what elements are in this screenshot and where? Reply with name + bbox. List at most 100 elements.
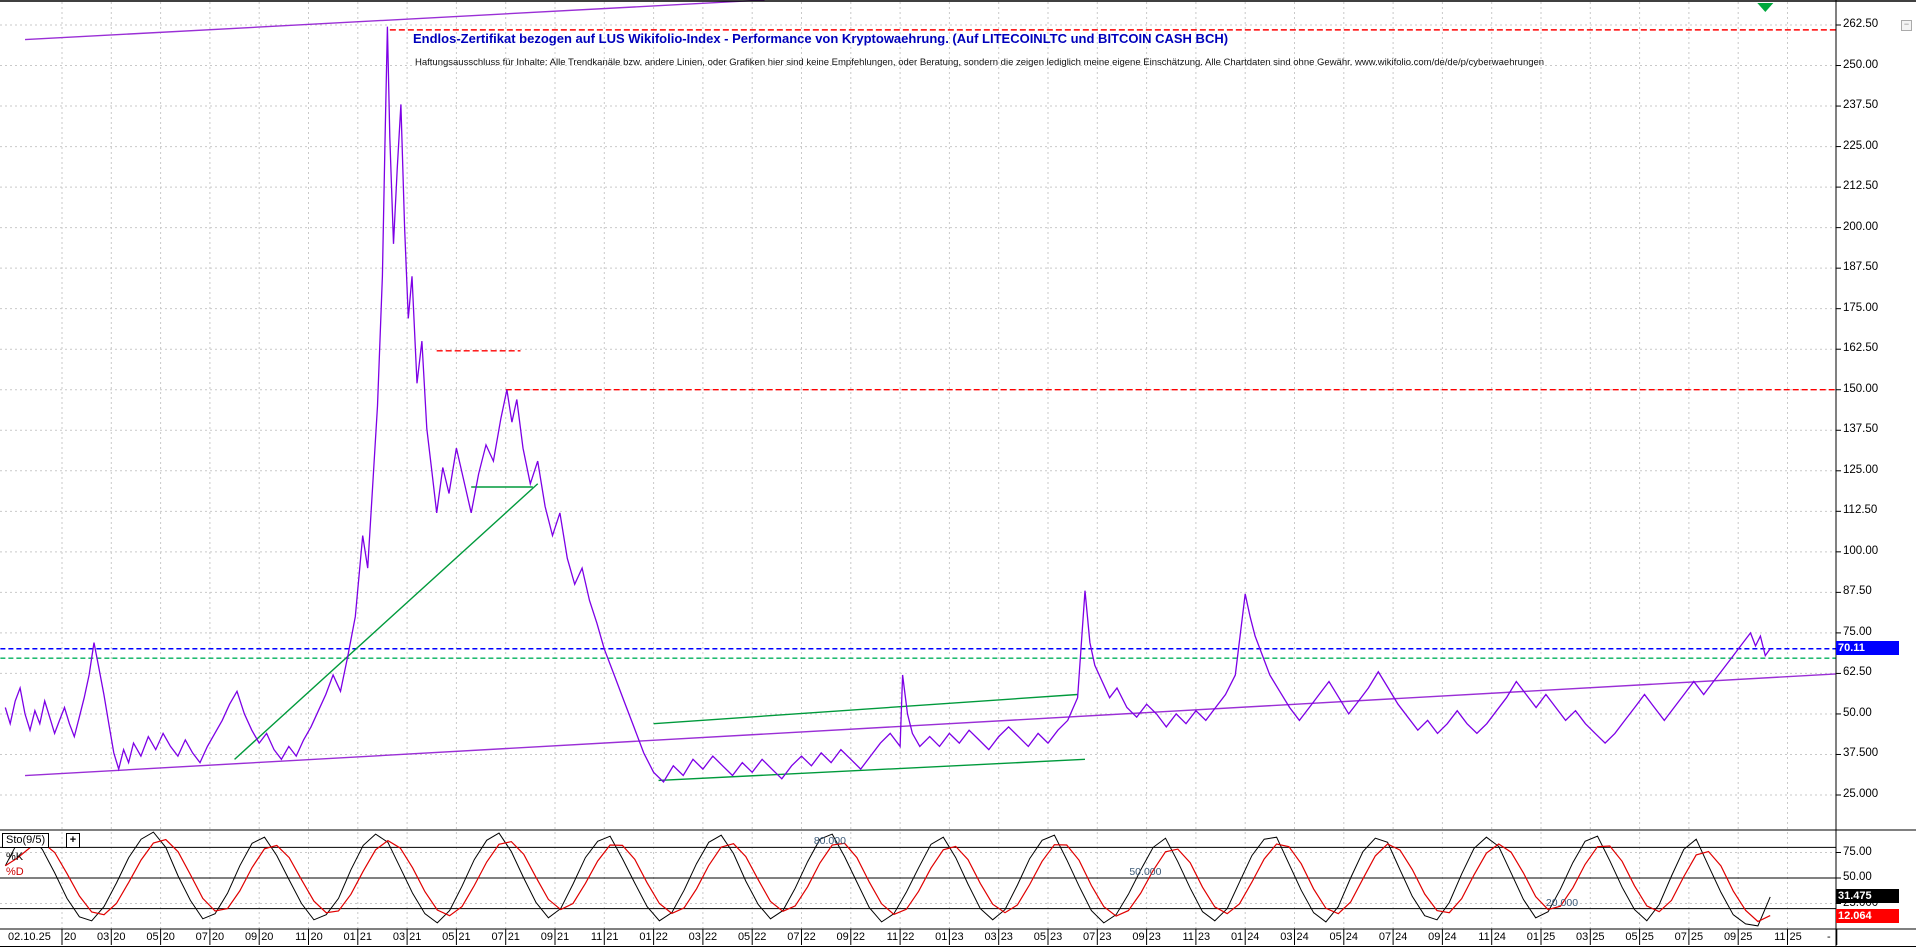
x-axis-year-label: 22 xyxy=(754,931,767,943)
x-axis-year-label: 20 xyxy=(113,931,126,943)
x-axis-year-label: 21 xyxy=(557,931,570,943)
y-axis-label: 262.50 xyxy=(1843,18,1879,30)
x-axis-month-label: 05 xyxy=(1329,931,1342,943)
y-axis-label: 200.00 xyxy=(1843,220,1879,233)
y-axis-label: 62.50 xyxy=(1843,666,1872,679)
stochastic-d-value-tag: 12.064 xyxy=(1836,908,1899,923)
x-axis-year-label: 25 xyxy=(1789,931,1802,943)
x-axis-month-label: 03 xyxy=(984,931,997,943)
x-axis-year-label: 21 xyxy=(458,931,471,943)
y-axis-label: 75.00 xyxy=(1843,625,1872,638)
stoch-level-label: 20.000 xyxy=(1545,896,1579,909)
x-axis-year-label: 20 xyxy=(162,931,175,943)
x-axis-month-label: 03 xyxy=(392,931,406,943)
x-axis-month-label: 11 xyxy=(295,931,307,943)
x-axis-month-label: 01 xyxy=(1230,931,1244,943)
x-axis-month-label: 11 xyxy=(886,931,899,943)
x-axis-year-label: 21 xyxy=(606,931,619,943)
y-axis-label: 100.00 xyxy=(1843,544,1879,557)
stoch-axis-label: 75.00 xyxy=(1843,845,1872,858)
y-axis-label: 50.00 xyxy=(1843,706,1872,719)
add-indicator-button[interactable]: + xyxy=(66,833,80,848)
x-axis-year-label: 24 xyxy=(1493,931,1506,943)
x-axis-year-label: 24 xyxy=(1345,931,1359,943)
x-axis-year-label: 20 xyxy=(211,931,225,943)
x-axis-month-label: 09 xyxy=(1132,931,1145,943)
x-axis-year-label: 23 xyxy=(1099,931,1112,943)
x-axis-year-label: 20 xyxy=(64,931,77,943)
x-axis-year-label: 23 xyxy=(1050,931,1063,943)
x-axis-month-label: 03 xyxy=(97,931,110,943)
x-axis-year-label: 25 xyxy=(1592,931,1605,943)
x-axis-month-label: 07 xyxy=(1674,931,1687,943)
x-axis-year-label: 21 xyxy=(409,931,422,943)
x-axis-year-label: 25 xyxy=(1543,931,1556,943)
y-axis-label: 25.000 xyxy=(1843,788,1879,800)
x-axis-year-label: 23 xyxy=(1000,931,1013,943)
x-axis-year-label: 25 xyxy=(1641,931,1654,943)
x-axis-year-label: 22 xyxy=(902,931,915,943)
stochastic-d-legend: %D xyxy=(6,866,24,878)
x-axis-start-date: 02.10.25 xyxy=(8,931,51,943)
x-axis-month-label: 09 xyxy=(1428,931,1441,943)
green-mid-channel-upper-line xyxy=(653,693,1078,725)
stoch-axis-label: 50.00 xyxy=(1843,871,1872,883)
x-axis-month-label: 07 xyxy=(1378,931,1392,943)
y-axis-label: 125.00 xyxy=(1843,463,1879,476)
event-marker-triangle-icon xyxy=(1757,3,1774,12)
x-axis-month-label: 09 xyxy=(540,931,553,943)
x-axis-month-label: 05 xyxy=(442,931,455,943)
x-axis-month-label: 11 xyxy=(1774,931,1786,943)
x-axis-month-label: 01 xyxy=(1526,931,1539,943)
x-axis-month-label: 05 xyxy=(1625,931,1638,943)
x-axis-month-label: 05 xyxy=(146,931,159,943)
y-axis-label: 112.50 xyxy=(1843,504,1878,517)
green-uptrend-2020-21-line xyxy=(234,483,539,760)
x-axis-month-label: 09 xyxy=(836,931,849,943)
y-axis-label: 237.50 xyxy=(1843,99,1879,112)
y-axis-label: 187.50 xyxy=(1843,261,1879,274)
x-axis-month-label: 09 xyxy=(1723,931,1737,943)
y-axis-label: 162.50 xyxy=(1843,342,1879,355)
x-axis-year-label: 22 xyxy=(655,931,668,943)
collapse-axis-button[interactable]: − xyxy=(1901,20,1912,31)
x-axis-year-label: 20 xyxy=(261,931,274,943)
x-axis-year-label: 21 xyxy=(507,931,520,943)
x-axis-year-label: 20 xyxy=(310,931,323,943)
stochastic-indicator-label[interactable]: Sto(9/5) xyxy=(2,833,50,848)
support-channel-violet-line xyxy=(24,673,1837,777)
stochastic-k-value-tag: 31.475 xyxy=(1836,888,1899,903)
x-axis-month-label: 07 xyxy=(1083,931,1096,943)
x-axis-year-label: 24 xyxy=(1395,931,1408,943)
x-axis-month-label: 03 xyxy=(1576,931,1589,943)
x-axis-year-label: 24 xyxy=(1247,931,1260,943)
x-axis-year-label: 22 xyxy=(704,931,718,943)
x-axis-month-label: 09 xyxy=(244,931,258,943)
chart-disclaimer: Haftungsausschluss für Inhalte: Alle Tre… xyxy=(415,57,1545,68)
x-axis-year-label: 24 xyxy=(1296,931,1309,943)
x-axis-month-label: 03 xyxy=(688,931,701,943)
x-axis-month-label: 05 xyxy=(737,931,751,943)
x-axis-year-label: 22 xyxy=(803,931,816,943)
y-axis-label: 137.50 xyxy=(1843,423,1879,436)
x-axis-month-label: 11 xyxy=(1182,931,1194,943)
y-axis-label: 225.00 xyxy=(1843,139,1879,152)
y-axis-label: 150.00 xyxy=(1843,382,1879,395)
stochastic-k-line xyxy=(4,831,1771,927)
green-mid-channel-lower-line xyxy=(658,758,1086,782)
x-axis-month-label: 11 xyxy=(590,931,603,943)
x-axis-month-label: 01 xyxy=(935,931,948,943)
x-axis-year-label: 24 xyxy=(1444,931,1457,943)
chart-title: Endlos-Zertifikat bezogen auf LUS Wikifo… xyxy=(413,31,1229,46)
y-axis-label: 37.500 xyxy=(1843,747,1879,760)
stochastic-k-legend: %K xyxy=(6,851,24,863)
x-axis-month-label: 07 xyxy=(491,931,504,943)
x-axis-month-label: 05 xyxy=(1033,931,1046,943)
x-axis-month-label: 03 xyxy=(1280,931,1293,943)
x-axis-year-label: 21 xyxy=(359,931,373,943)
x-axis-year-label: 25 xyxy=(1690,931,1704,943)
y-axis-label: 87.50 xyxy=(1843,585,1872,598)
